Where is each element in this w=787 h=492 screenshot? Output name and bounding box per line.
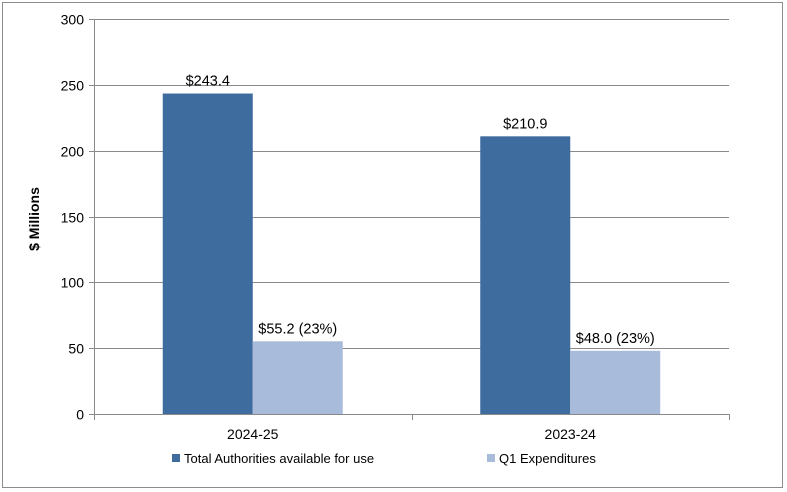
axes <box>89 19 730 420</box>
y-tick-label: 300 <box>61 12 85 28</box>
y-axis-label: $ Millions <box>26 187 42 251</box>
legend-swatch <box>172 454 180 462</box>
data-label: $55.2 (23%) <box>258 321 337 337</box>
legend-item: Total Authorities available for use <box>172 451 374 466</box>
y-tick-label: 200 <box>61 144 85 160</box>
bars <box>162 93 661 415</box>
data-label: $48.0 (23%) <box>576 331 655 347</box>
bar <box>570 350 661 414</box>
bar <box>480 136 571 414</box>
y-tick-label: 250 <box>61 78 85 94</box>
y-tick-label: 0 <box>76 407 84 423</box>
x-category-label: 2023-24 <box>545 426 597 442</box>
x-category-label: 2024-25 <box>227 426 279 442</box>
y-tick-label: 50 <box>68 341 84 357</box>
legend-label: Total Authorities available for use <box>184 451 374 466</box>
legend-label: Q1 Expenditures <box>499 451 596 466</box>
legend-item: Q1 Expenditures <box>487 451 596 466</box>
data-label: $243.4 <box>186 74 230 90</box>
legend-swatch <box>487 454 495 462</box>
bar <box>252 341 343 414</box>
y-tick-label: 100 <box>61 275 85 291</box>
labels: 0 50 100 150 200 250 300 $243.4 $55.2 (23%) 2024-… <box>61 12 655 443</box>
bar <box>162 93 253 415</box>
legend: Total Authorities available for use Q1 Ex… <box>172 451 596 466</box>
y-tick-label: 150 <box>61 210 85 226</box>
data-label: $210.9 <box>503 116 547 132</box>
